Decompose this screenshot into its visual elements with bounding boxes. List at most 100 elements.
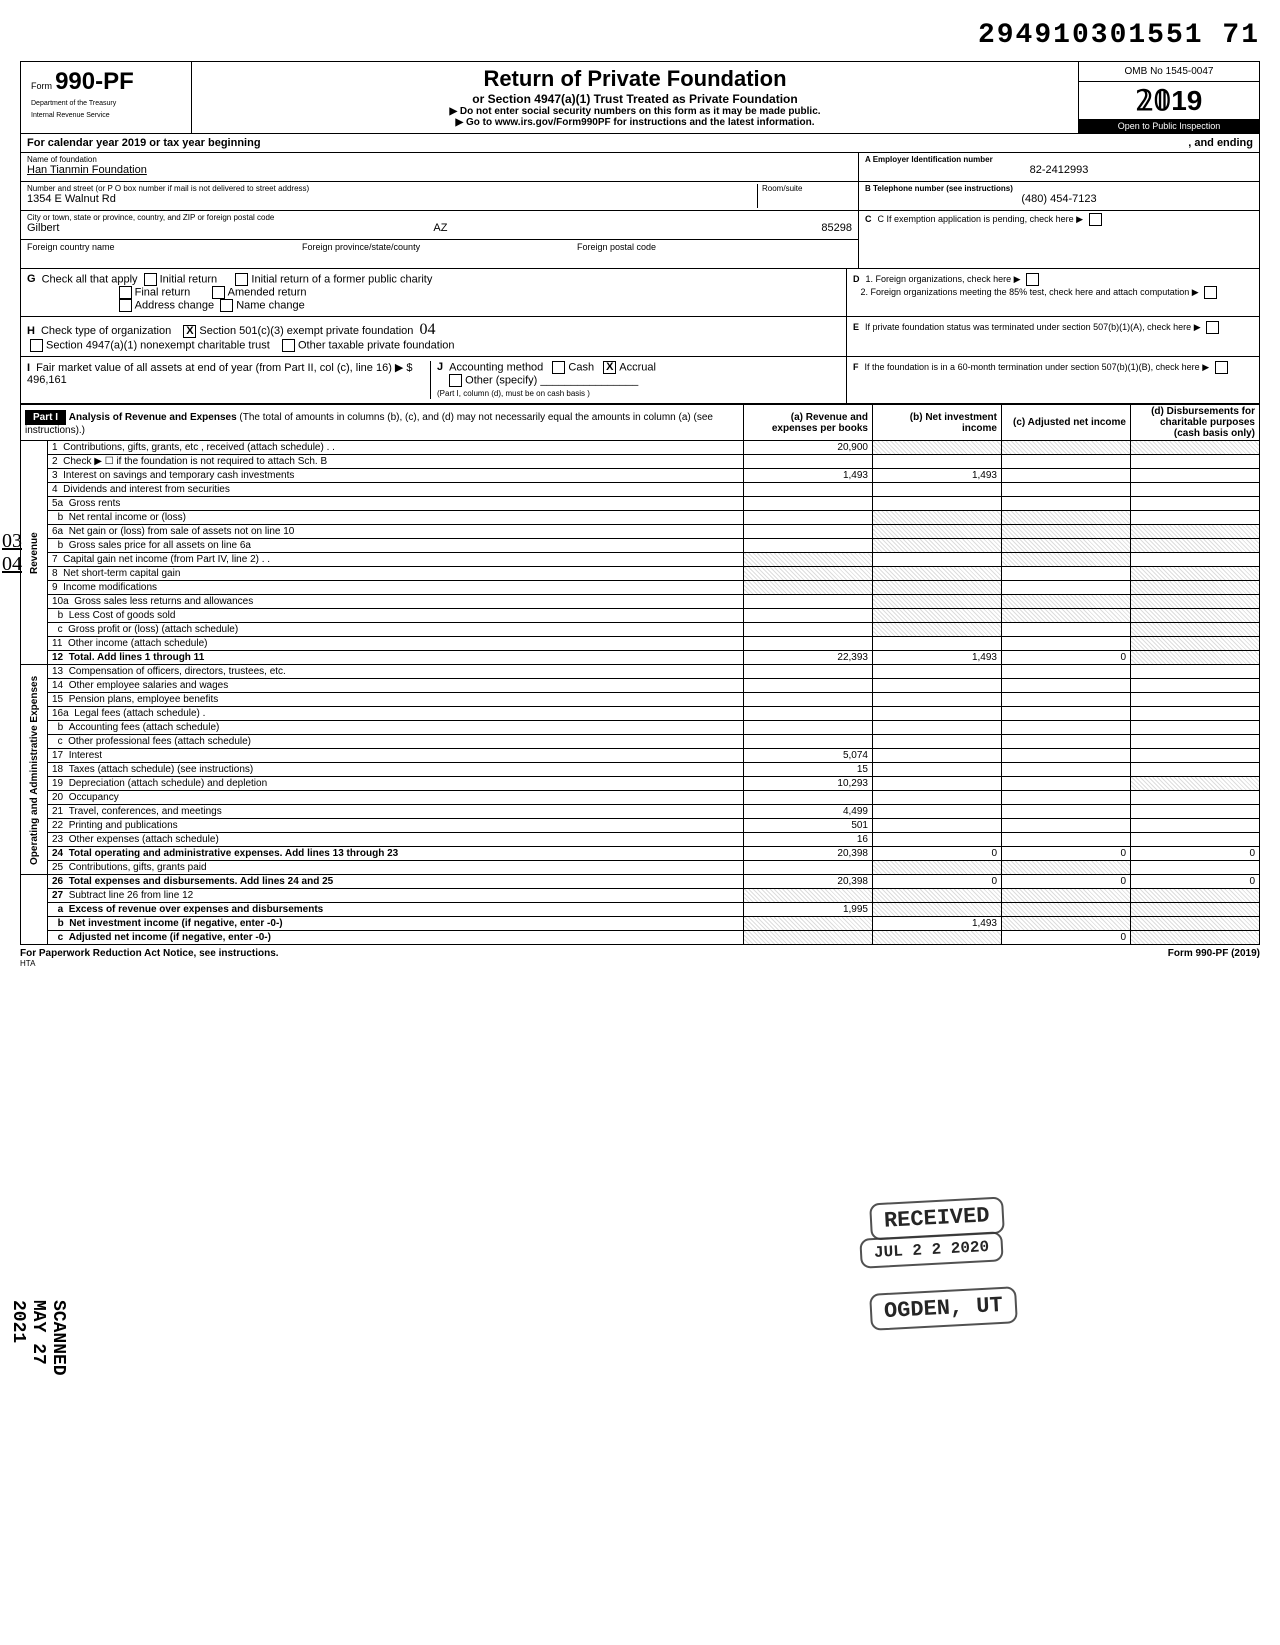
row-21-num: 21	[52, 806, 63, 817]
row-27c-desc: Adjusted net income (if negative, enter …	[69, 932, 271, 943]
title-note1: ▶ Do not enter social security numbers o…	[196, 106, 1074, 117]
row-27-b	[873, 889, 1002, 903]
row-25-desc: Contributions, gifts, grants paid	[69, 862, 207, 873]
row-19-desc: Depreciation (attach schedule) and deple…	[69, 778, 267, 789]
calendar-year-row: For calendar year 2019 or tax year begin…	[20, 133, 1260, 152]
stamp-received: RECEIVED	[869, 1197, 1004, 1241]
row-16a-c	[1002, 707, 1131, 721]
row-11-c	[1002, 637, 1131, 651]
row-25-d	[1131, 861, 1260, 875]
row-19-b	[873, 777, 1002, 791]
form-id-box: Form 990-PF Department of the Treasury I…	[21, 62, 192, 133]
row-6a-num: 6a	[52, 526, 63, 537]
row-7-c	[1002, 553, 1131, 567]
g-addr-change[interactable]	[119, 299, 132, 312]
row-8-a	[744, 567, 873, 581]
section-h-row: HCheck type of organization XSection 501…	[20, 317, 1260, 357]
j-cash[interactable]	[552, 361, 565, 374]
h-opt-1: Section 501(c)(3) exempt private foundat…	[199, 325, 413, 337]
row-19-num: 19	[52, 778, 63, 789]
j-accrual[interactable]: X	[603, 361, 616, 374]
row-24-num: 24	[52, 848, 63, 859]
g-amended[interactable]	[212, 286, 225, 299]
row-13-d	[1131, 665, 1260, 679]
d2-checkbox[interactable]	[1204, 286, 1217, 299]
row-18-d	[1131, 763, 1260, 777]
row-12-c: 0	[1002, 651, 1131, 665]
g-initial-former[interactable]	[235, 273, 248, 286]
row-27a-num: a	[58, 904, 64, 915]
row-26-desc: Total expenses and disbursements. Add li…	[69, 876, 334, 887]
row-22-desc: Printing and publications	[69, 820, 178, 831]
telephone: (480) 454-7123	[865, 193, 1253, 205]
row-10c-b	[873, 623, 1002, 637]
row-27b-a	[744, 917, 873, 931]
h-other-taxable[interactable]	[282, 339, 295, 352]
g-initial-return[interactable]	[144, 273, 157, 286]
f-checkbox[interactable]	[1215, 361, 1228, 374]
d-checkbox[interactable]	[1026, 273, 1039, 286]
row-2-desc: Check ▶ ☐ if the foundation is not requi…	[63, 456, 327, 467]
h-label: Check type of organization	[41, 325, 171, 337]
row-7-desc: Capital gain net income (from Part IV, l…	[63, 554, 270, 565]
row-15-d	[1131, 693, 1260, 707]
row-6a-desc: Net gain or (loss) from sale of assets n…	[69, 526, 295, 537]
c-checkbox[interactable]	[1089, 213, 1102, 226]
row-5a-b	[873, 497, 1002, 511]
row-14-b	[873, 679, 1002, 693]
row-20-b	[873, 791, 1002, 805]
state: AZ	[433, 222, 447, 234]
row-12-num: 12	[52, 652, 63, 663]
d-label: 1. Foreign organizations, check here	[866, 274, 1012, 284]
row-13-a	[744, 665, 873, 679]
identity-block: Name of foundation Han Tianmin Foundatio…	[20, 152, 1260, 269]
omb-number: OMB No 1545-0047	[1079, 62, 1259, 82]
row-14-a	[744, 679, 873, 693]
j-other[interactable]	[449, 374, 462, 387]
row-3-a: 1,493	[744, 469, 873, 483]
row-16c-desc: Other professional fees (attach schedule…	[68, 736, 251, 747]
row-21-desc: Travel, conferences, and meetings	[69, 806, 222, 817]
row-6b-a	[744, 539, 873, 553]
h-4947[interactable]	[30, 339, 43, 352]
g-final-return[interactable]	[119, 286, 132, 299]
h-501c3[interactable]: X	[183, 325, 196, 338]
row-8-c	[1002, 567, 1131, 581]
row-1-b	[873, 441, 1002, 455]
row-2-c	[1002, 455, 1131, 469]
row-13-c	[1002, 665, 1131, 679]
dept-treasury: Department of the Treasury	[31, 100, 181, 108]
row-24-b: 0	[873, 847, 1002, 861]
e-checkbox[interactable]	[1206, 321, 1219, 334]
row-5a-d	[1131, 497, 1260, 511]
row-27-c	[1002, 889, 1131, 903]
h-handwritten: 04	[420, 321, 436, 338]
part1-title: Analysis of Revenue and Expenses	[69, 412, 237, 423]
dept-irs: Internal Revenue Service	[31, 112, 181, 120]
g-name-change[interactable]	[220, 299, 233, 312]
col-c-header: (c) Adjusted net income	[1002, 405, 1131, 441]
row-16a-desc: Legal fees (attach schedule) .	[74, 708, 205, 719]
j-accrual-label: Accrual	[619, 361, 656, 373]
row-8-d	[1131, 567, 1260, 581]
row-5a-desc: Gross rents	[69, 498, 121, 509]
row-10c-desc: Gross profit or (loss) (attach schedule)	[68, 624, 238, 635]
row-12-a: 22,393	[744, 651, 873, 665]
row-10b-desc: Less Cost of goods sold	[69, 610, 176, 621]
row-25-c	[1002, 861, 1131, 875]
row-5b-c	[1002, 511, 1131, 525]
row-27b-c	[1002, 917, 1131, 931]
g-opt-2: Address change	[135, 299, 215, 311]
row-22-d	[1131, 819, 1260, 833]
row-6b-desc: Gross sales price for all assets on line…	[69, 540, 251, 551]
row-6a-d	[1131, 525, 1260, 539]
row-17-b	[873, 749, 1002, 763]
row-9-a	[744, 581, 873, 595]
row-8-desc: Net short-term capital gain	[63, 568, 180, 579]
row-16c-c	[1002, 735, 1131, 749]
row-10a-a	[744, 595, 873, 609]
row-9-c	[1002, 581, 1131, 595]
row-26-num: 26	[52, 876, 63, 887]
row-11-a	[744, 637, 873, 651]
row-12-desc: Total. Add lines 1 through 11	[69, 652, 205, 663]
